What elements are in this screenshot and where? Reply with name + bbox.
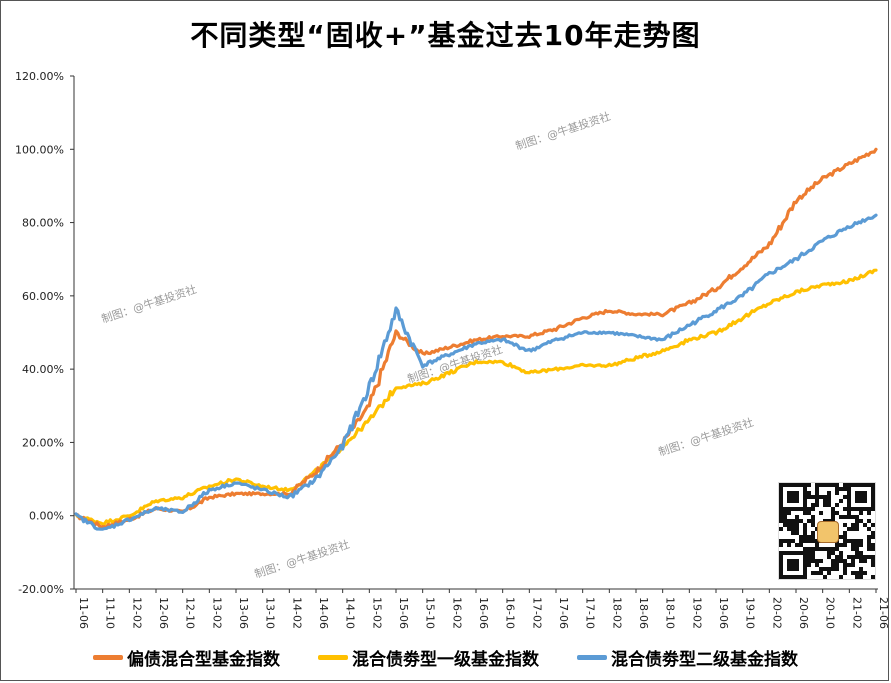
x-tick-label: 14-02 — [290, 597, 303, 629]
y-tick-label: 120.00% — [15, 70, 64, 83]
x-tick-label: 12-02 — [130, 597, 143, 629]
legend-item: 混合债劵型二级基金指数 — [577, 645, 798, 670]
x-tick-label: 12-10 — [184, 597, 197, 629]
y-tick-label: -20.00% — [18, 583, 64, 596]
x-tick-label: 18-06 — [637, 597, 650, 629]
x-tick-label: 17-10 — [584, 597, 597, 629]
y-axis-ticks: 120.00% 100.00% 80.00% 60.00% 40.00% 20.00% 0.… — [15, 70, 74, 596]
watermark-text: 制图：@牛基投资社 — [657, 415, 755, 459]
legend-label: 混合债劵型一级基金指数 — [352, 650, 539, 670]
legend-label: 偏债混合型基金指数 — [127, 650, 280, 670]
x-tick-label: 11-10 — [104, 597, 117, 629]
x-tick-label: 17-06 — [557, 597, 570, 629]
legend: 偏债混合型基金指数 混合债劵型一级基金指数 混合债劵型二级基金指数 — [0, 645, 891, 670]
y-tick-label: 20.00% — [22, 436, 64, 449]
y-tick-label: 60.00% — [22, 290, 64, 303]
x-tick-label: 18-02 — [610, 597, 623, 629]
x-tick-label: 19-02 — [690, 597, 703, 629]
x-tick-label: 21-06 — [877, 597, 890, 629]
x-tick-label: 14-10 — [344, 597, 357, 629]
watermarks: 制图：@牛基投资社制图：@牛基投资社制图：@牛基投资社制图：@牛基投资社制图：@… — [100, 109, 755, 581]
series-line-2 — [74, 213, 878, 531]
x-tick-label: 17-02 — [530, 597, 543, 629]
x-axis-ticks: 11-06 11-10 12-02 12-06 12-10 13-02 13-06 13-10… — [75, 589, 890, 629]
y-tick-label: 80.00% — [22, 217, 64, 230]
x-tick-label: 11-06 — [77, 597, 90, 629]
x-tick-label: 12-06 — [157, 597, 170, 629]
series-line-1 — [74, 268, 878, 526]
legend-label: 混合债劵型二级基金指数 — [611, 650, 798, 670]
x-tick-label: 14-06 — [317, 597, 330, 629]
legend-item: 偏债混合型基金指数 — [93, 645, 280, 670]
x-tick-label: 13-06 — [237, 597, 250, 629]
x-tick-label: 20-06 — [797, 597, 810, 629]
y-tick-label: 100.00% — [15, 143, 64, 156]
y-tick-label: 40.00% — [22, 363, 64, 376]
series-lines — [74, 147, 878, 531]
chart-title: 不同类型“固收+”基金过去10年走势图 — [190, 19, 701, 52]
axes — [73, 76, 878, 590]
x-tick-label: 15-06 — [397, 597, 410, 629]
watermark-text: 制图：@牛基投资社 — [253, 537, 351, 581]
x-tick-label: 16-02 — [450, 597, 463, 629]
legend-swatch — [577, 655, 607, 660]
x-tick-label: 21-02 — [850, 597, 863, 629]
legend-swatch — [318, 655, 348, 660]
x-tick-label: 16-06 — [477, 597, 490, 629]
x-tick-label: 19-10 — [744, 597, 757, 629]
x-tick-label: 16-10 — [504, 597, 517, 629]
x-tick-label: 20-02 — [770, 597, 783, 629]
x-tick-label: 19-06 — [717, 597, 730, 629]
watermark-text: 制图：@牛基投资社 — [100, 282, 198, 326]
watermark-text: 制图：@牛基投资社 — [514, 109, 612, 153]
series-line-0 — [74, 147, 878, 529]
x-tick-label: 13-02 — [210, 597, 223, 629]
x-tick-label: 15-02 — [370, 597, 383, 629]
x-tick-label: 18-10 — [664, 597, 677, 629]
qr-code — [778, 482, 876, 580]
x-tick-label: 15-10 — [424, 597, 437, 629]
mascot-icon — [817, 521, 839, 543]
y-tick-label: 0.00% — [29, 510, 64, 523]
legend-item: 混合债劵型一级基金指数 — [318, 645, 539, 670]
x-tick-label: 20-10 — [824, 597, 837, 629]
x-tick-label: 13-10 — [264, 597, 277, 629]
legend-swatch — [93, 655, 123, 660]
